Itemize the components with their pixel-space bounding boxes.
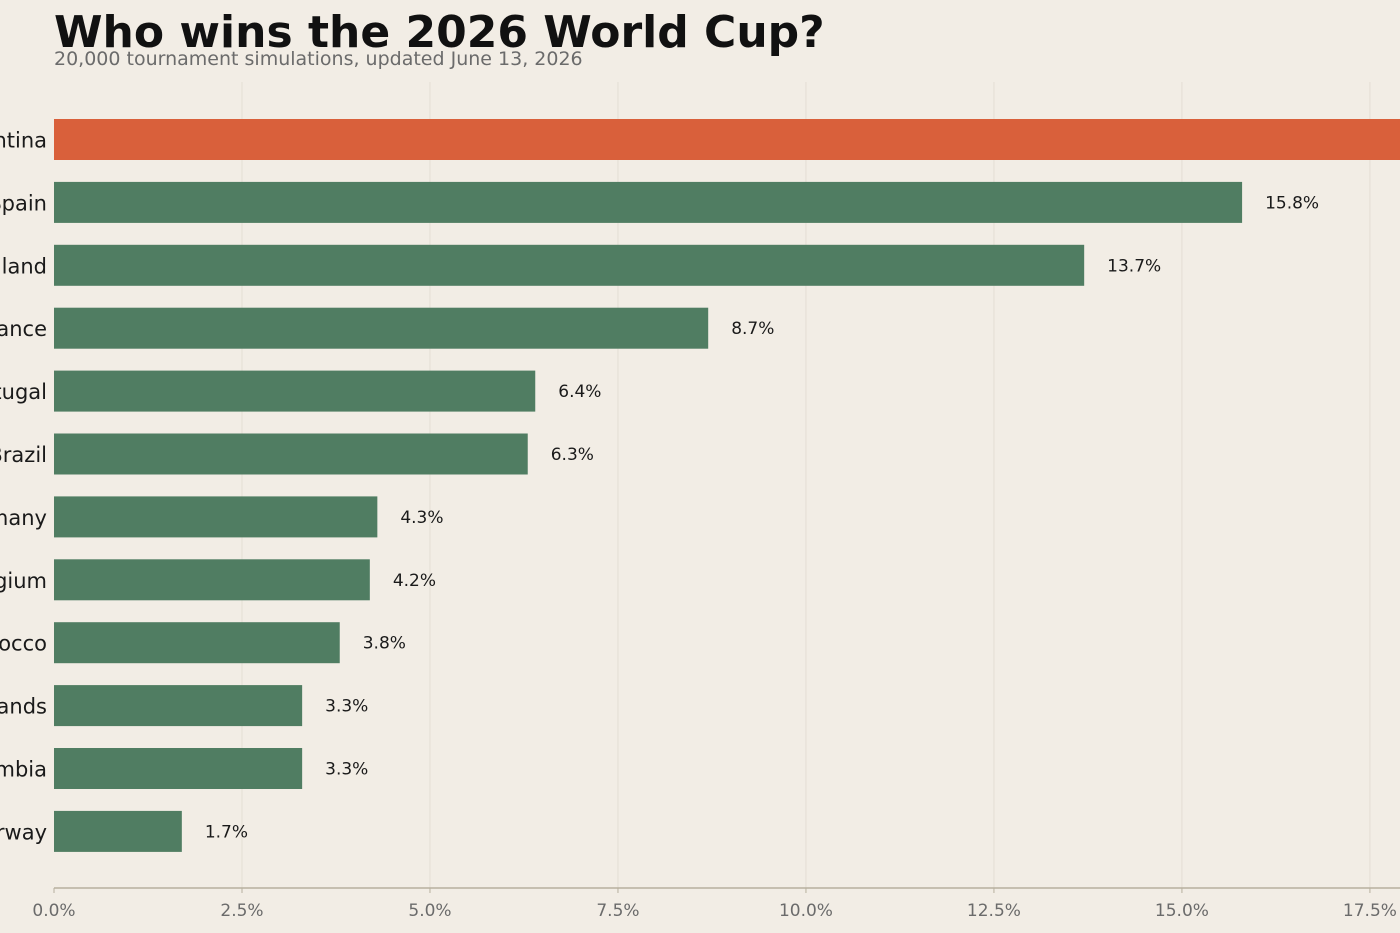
value-label: 6.4% [558,382,601,402]
bar-belgium [54,559,370,601]
value-label: 3.8% [363,634,406,654]
chart-title: Who wins the 2026 World Cup? [54,7,825,58]
bar-brazil [54,433,528,475]
bar-netherlands [54,685,303,727]
x-tick-label: 2.5% [220,901,263,921]
category-label: Spain [0,191,47,215]
category-label: Colombia [0,758,47,782]
chart-subtitle: 20,000 tournament simulations, updated J… [54,48,583,70]
x-tick-label: 10.0% [779,901,833,921]
category-label: Portugal [0,380,47,404]
bar-norway [54,810,182,852]
value-label: 13.7% [1107,256,1161,276]
bar-argentina [54,119,1400,160]
value-label: 4.3% [400,508,443,528]
value-label: 1.7% [205,822,248,842]
bar-colombia [54,748,303,789]
bar-germany [54,496,378,538]
value-label: 4.2% [393,571,436,591]
category-label: England [0,254,47,278]
bar-spain [54,181,1243,223]
category-label: Germany [0,506,47,530]
value-label: 8.7% [731,319,774,339]
category-label: Netherlands [0,695,47,719]
category-label: Brazil [0,443,47,467]
bar-england [54,244,1085,286]
bar-portugal [54,370,536,412]
x-tick-label: 5.0% [408,901,451,921]
x-tick-label: 17.5% [1343,901,1397,921]
category-label: France [0,317,47,341]
x-tick-label: 7.5% [596,901,639,921]
category-label: Morocco [0,632,47,656]
category-label: Norway [0,820,47,844]
value-label: 3.3% [325,760,368,780]
bar-morocco [54,622,340,664]
category-label: Argentina [0,129,47,153]
x-tick-label: 12.5% [967,901,1021,921]
category-label: Belgium [0,569,47,593]
value-label: 15.8% [1265,193,1319,213]
value-label: 3.3% [325,697,368,717]
bar-france [54,307,709,349]
x-tick-label: 0.0% [32,901,75,921]
x-tick-label: 15.0% [1155,901,1209,921]
value-label: 6.3% [551,445,594,465]
